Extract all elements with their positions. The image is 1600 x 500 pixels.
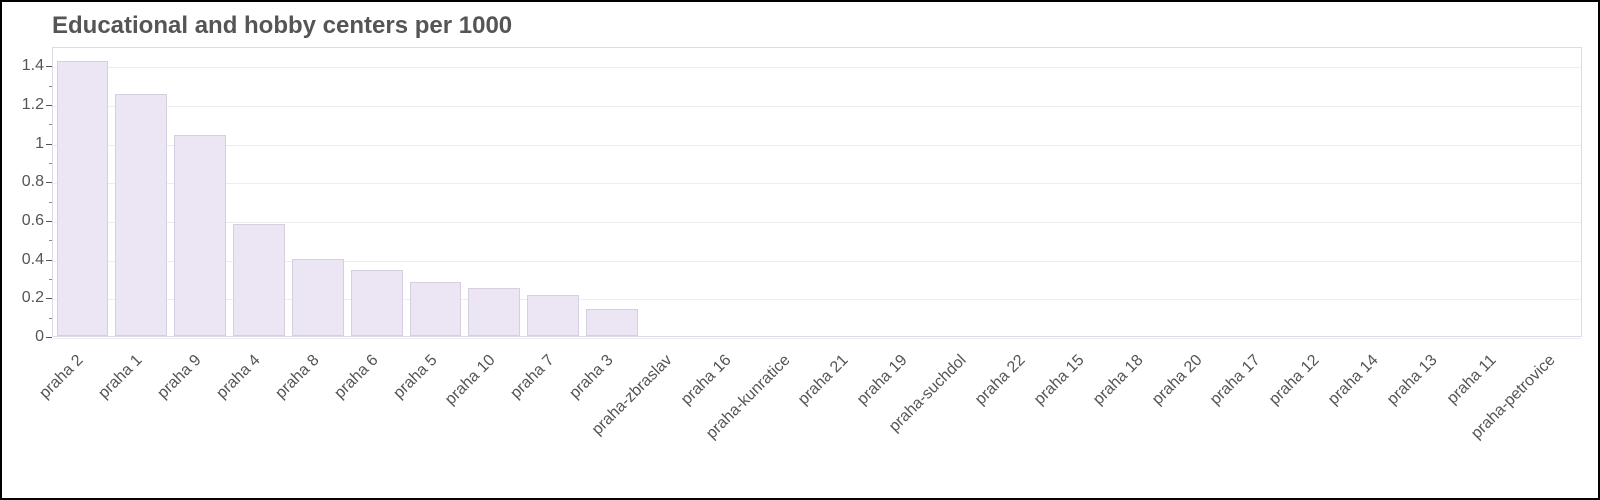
y-tick-label: 1.4 xyxy=(4,57,44,75)
y-tick-label: 1.2 xyxy=(4,96,44,114)
bar xyxy=(351,270,403,336)
y-minor-tick xyxy=(49,279,52,280)
y-tick-mark xyxy=(46,221,52,222)
grid-line xyxy=(53,222,1581,223)
grid-line xyxy=(53,106,1581,107)
chart-frame: Educational and hobby centers per 1000 0… xyxy=(0,0,1600,500)
y-tick-mark xyxy=(46,337,52,338)
y-tick-label: 0 xyxy=(4,328,44,346)
y-tick-mark xyxy=(46,182,52,183)
bar xyxy=(292,259,344,336)
grid-line xyxy=(53,67,1581,68)
y-tick-label: 1 xyxy=(4,135,44,153)
y-tick-label: 0.6 xyxy=(4,212,44,230)
bar xyxy=(468,288,520,336)
y-tick-mark xyxy=(46,298,52,299)
y-minor-tick xyxy=(49,240,52,241)
y-tick-label: 0.2 xyxy=(4,289,44,307)
bar xyxy=(586,309,638,336)
y-minor-tick xyxy=(49,86,52,87)
bar xyxy=(233,224,285,336)
y-tick-mark xyxy=(46,144,52,145)
bar xyxy=(527,295,579,336)
y-tick-label: 0.4 xyxy=(4,251,44,269)
y-minor-tick xyxy=(49,318,52,319)
grid-line xyxy=(53,145,1581,146)
y-minor-tick xyxy=(49,163,52,164)
y-minor-tick xyxy=(49,124,52,125)
chart-title: Educational and hobby centers per 1000 xyxy=(52,12,512,40)
y-tick-mark xyxy=(46,260,52,261)
grid-line xyxy=(53,183,1581,184)
y-tick-mark xyxy=(46,105,52,106)
bar xyxy=(410,282,462,336)
plot-area xyxy=(52,47,1582,337)
y-tick-mark xyxy=(46,66,52,67)
bar xyxy=(57,61,109,336)
grid-line xyxy=(53,338,1581,339)
y-tick-label: 0.8 xyxy=(4,173,44,191)
y-minor-tick xyxy=(49,202,52,203)
bar xyxy=(174,135,226,336)
bar xyxy=(115,94,167,336)
